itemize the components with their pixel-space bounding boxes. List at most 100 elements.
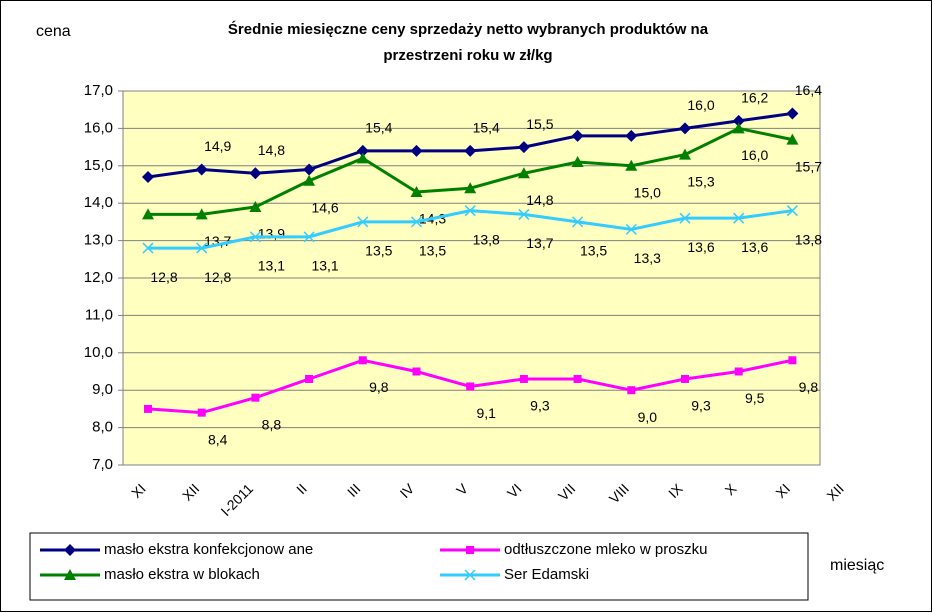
data-point xyxy=(517,141,530,154)
data-point xyxy=(732,114,745,127)
data-point xyxy=(410,216,423,228)
data-point xyxy=(305,374,314,383)
data-point xyxy=(410,185,423,197)
data-point xyxy=(786,205,798,217)
data-label: 16,4 xyxy=(795,82,822,98)
data-point xyxy=(249,231,261,243)
data-point xyxy=(144,404,152,413)
y-tick-label: 9,0 xyxy=(92,381,113,398)
data-label: 13,6 xyxy=(687,239,714,255)
data-point xyxy=(356,152,369,164)
data-label: 12,8 xyxy=(204,269,231,285)
data-point xyxy=(356,144,369,157)
y-tick-label: 13,0 xyxy=(84,232,113,249)
y-tick-label: 10,0 xyxy=(84,344,113,361)
y-tick-label: 14,0 xyxy=(84,194,113,211)
data-label: 15,3 xyxy=(687,173,714,189)
data-label: 9,0 xyxy=(638,409,658,425)
data-point xyxy=(733,212,745,224)
y-tick-label: 12,0 xyxy=(84,269,113,286)
data-point xyxy=(195,208,208,220)
data-label: 14,9 xyxy=(204,138,231,154)
legend-marker xyxy=(64,569,76,580)
data-point xyxy=(518,208,530,220)
data-point xyxy=(142,171,154,184)
data-point xyxy=(517,167,530,179)
data-point xyxy=(464,144,477,157)
data-label: 14,8 xyxy=(258,142,285,158)
data-point xyxy=(196,242,208,254)
data-point xyxy=(786,133,799,145)
data-label: 14,8 xyxy=(526,192,553,208)
data-point xyxy=(358,356,367,365)
data-point xyxy=(625,159,638,171)
data-label: 16,2 xyxy=(741,90,768,106)
legend-label: Ser Edamski xyxy=(504,566,589,583)
legend-label: odtłuszczone mleko w proszku xyxy=(504,541,707,558)
data-point xyxy=(303,231,315,243)
data-label: 9,8 xyxy=(799,379,819,395)
data-point xyxy=(679,122,691,135)
data-label: 13,1 xyxy=(258,258,285,274)
data-label: 16,0 xyxy=(687,97,714,113)
data-label: 13,6 xyxy=(741,239,768,255)
data-point xyxy=(625,129,638,142)
data-point xyxy=(571,129,584,142)
data-point xyxy=(142,242,154,254)
data-label: 9,1 xyxy=(476,405,496,421)
data-label: 12,8 xyxy=(150,269,177,285)
data-point xyxy=(572,216,584,228)
data-point xyxy=(573,374,582,383)
y-axis-label: cena xyxy=(36,23,71,40)
data-point xyxy=(571,156,584,168)
x-axis-label: miesiąc xyxy=(830,557,884,574)
data-point xyxy=(788,356,797,365)
data-point xyxy=(627,386,636,395)
data-label: 13,7 xyxy=(526,235,553,251)
chart-title: Średnie miesięczne ceny sprzedaży netto … xyxy=(228,20,709,38)
data-label: 15,7 xyxy=(795,158,822,174)
data-point xyxy=(249,200,262,212)
data-label: 15,0 xyxy=(634,185,661,201)
data-point xyxy=(195,163,208,176)
data-point xyxy=(303,174,316,186)
legend-marker xyxy=(64,544,76,556)
data-point xyxy=(412,367,421,376)
y-tick-label: 15,0 xyxy=(84,157,113,174)
data-point xyxy=(303,163,316,176)
y-tick-label: 16,0 xyxy=(84,119,113,136)
data-point xyxy=(197,408,206,417)
legend-label: masło ekstra w blokach xyxy=(104,566,260,583)
data-label: 13,1 xyxy=(311,258,338,274)
data-label: 9,3 xyxy=(691,398,711,414)
data-point xyxy=(625,223,637,235)
data-label: 13,8 xyxy=(795,231,822,247)
data-point xyxy=(519,374,528,383)
data-point xyxy=(732,122,745,134)
data-point xyxy=(734,367,743,376)
data-label: 8,4 xyxy=(208,431,228,447)
chart-title: przestrzeni roku w zł/kg xyxy=(383,47,552,64)
data-label: 15,4 xyxy=(473,120,500,136)
data-point xyxy=(357,216,369,228)
legend-label: masło ekstra konfekcjonow ane xyxy=(104,541,313,558)
data-label: 13,8 xyxy=(473,231,500,247)
data-label: 9,8 xyxy=(369,379,389,395)
y-tick-label: 7,0 xyxy=(92,456,113,473)
data-label: 15,5 xyxy=(526,116,553,132)
legend-marker xyxy=(464,569,476,581)
data-label: 16,0 xyxy=(741,147,768,163)
data-point xyxy=(464,182,477,194)
data-point xyxy=(251,393,260,402)
legend xyxy=(29,532,809,601)
data-point xyxy=(679,212,691,224)
data-label: 13,5 xyxy=(580,243,607,259)
legend-marker xyxy=(466,546,474,554)
data-label: 13,3 xyxy=(634,250,661,266)
data-label: 14,6 xyxy=(311,199,338,215)
data-point xyxy=(142,208,154,220)
data-point xyxy=(410,144,423,157)
y-tick-label: 17,0 xyxy=(84,82,113,99)
data-point xyxy=(786,107,799,120)
